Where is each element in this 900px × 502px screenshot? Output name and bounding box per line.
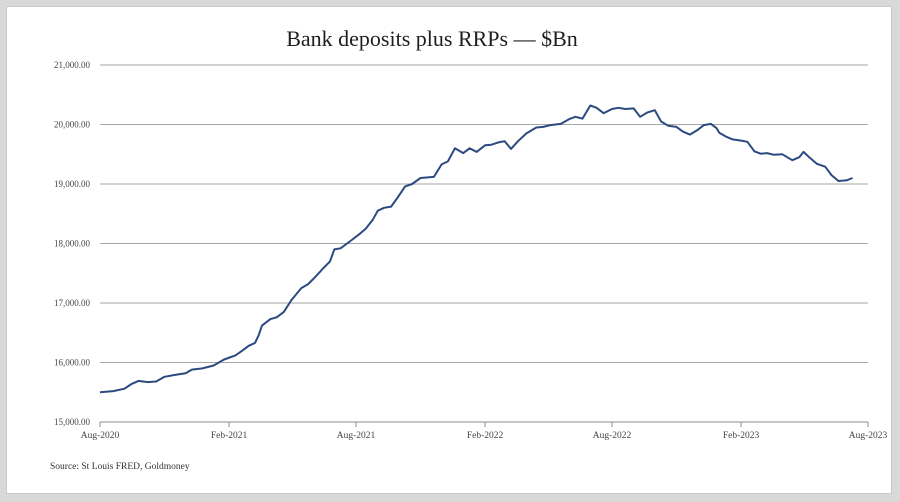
x-tick-label: Aug-2023: [849, 431, 888, 441]
series-line: [99, 104, 853, 394]
y-axis-ticks: 15,000.00 16,000.00 17,000.00 18,000.00 19,0…: [54, 60, 91, 427]
y-tick-label: 20,000.00: [54, 120, 91, 130]
x-axis: Aug-2020 Feb-2021 Aug-2021 Feb-2022 Aug-2022…: [81, 421, 888, 441]
x-tick-label: Aug-2021: [337, 431, 376, 441]
x-tick-label: Aug-2020: [81, 431, 120, 441]
y-tick-label: 19,000.00: [54, 179, 91, 189]
y-tick-label: 17,000.00: [54, 298, 91, 308]
x-tick-label: Feb-2021: [211, 431, 248, 441]
y-tick-label: 16,000.00: [54, 358, 91, 368]
source-note: Source: St Louis FRED, Goldmoney: [50, 462, 190, 472]
grid: [100, 64, 868, 423]
chart-title: Bank deposits plus RRPs — $Bn: [286, 26, 578, 51]
series-layer: [99, 104, 853, 394]
x-tick-label: Aug-2022: [593, 431, 632, 441]
chart-frame: [6, 6, 892, 494]
x-tick-label: Feb-2022: [467, 431, 504, 441]
y-tick-label: 15,000.00: [54, 417, 91, 427]
y-tick-label: 21,000.00: [54, 60, 91, 70]
y-tick-label: 18,000.00: [54, 239, 91, 249]
x-tick-label: Feb-2023: [723, 431, 760, 441]
